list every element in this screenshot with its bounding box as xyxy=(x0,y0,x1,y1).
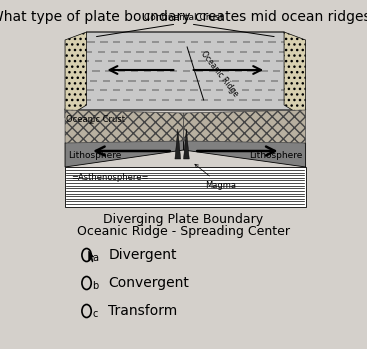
Text: Divergent: Divergent xyxy=(108,248,177,262)
Text: Lithosphere: Lithosphere xyxy=(68,150,121,159)
Text: =Asthenosphere=: =Asthenosphere= xyxy=(71,172,148,181)
Polygon shape xyxy=(65,110,184,143)
Polygon shape xyxy=(175,129,181,159)
Polygon shape xyxy=(65,32,306,110)
Text: Convergent: Convergent xyxy=(108,276,189,290)
Text: a: a xyxy=(92,253,98,263)
Text: Diverging Plate Boundary: Diverging Plate Boundary xyxy=(103,213,264,226)
Polygon shape xyxy=(284,32,306,118)
Text: Lithosphere: Lithosphere xyxy=(249,150,303,159)
Text: Oceanic Ridge - Spreading Center: Oceanic Ridge - Spreading Center xyxy=(77,225,290,238)
Text: Magma: Magma xyxy=(195,164,236,190)
Text: Continental Crust: Continental Crust xyxy=(144,13,223,22)
Polygon shape xyxy=(184,129,189,159)
Text: c: c xyxy=(92,309,98,319)
Polygon shape xyxy=(184,121,306,167)
Polygon shape xyxy=(65,121,184,167)
Text: Transform: Transform xyxy=(108,304,177,318)
Text: Oceanic Crust: Oceanic Crust xyxy=(66,116,126,125)
Bar xyxy=(65,167,306,207)
Polygon shape xyxy=(89,251,94,262)
Polygon shape xyxy=(184,110,306,143)
Polygon shape xyxy=(65,32,87,118)
Text: Oceanic Ridge: Oceanic Ridge xyxy=(199,50,240,98)
Text: What type of plate boundary creates mid ocean ridges?: What type of plate boundary creates mid … xyxy=(0,10,367,24)
Text: b: b xyxy=(92,281,98,291)
